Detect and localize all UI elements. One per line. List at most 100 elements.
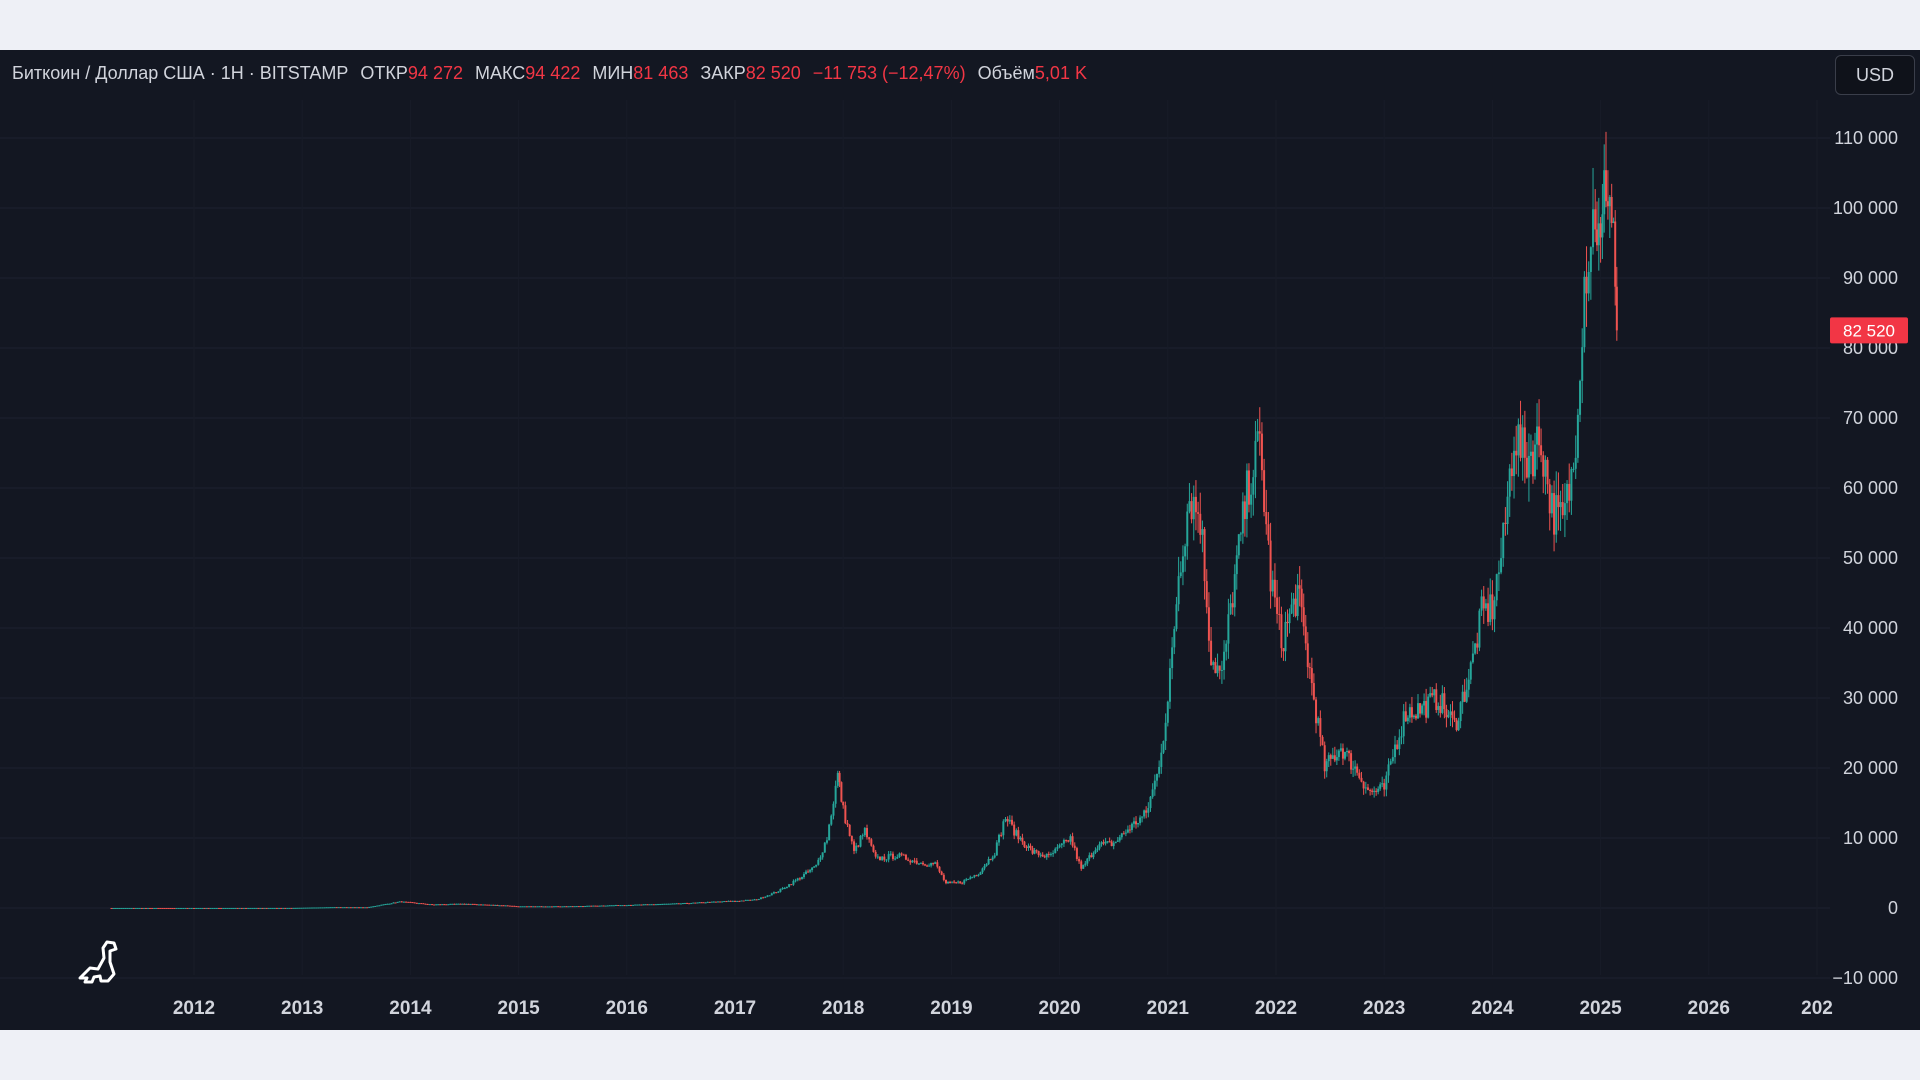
candle-body (1075, 848, 1078, 859)
candle-body (590, 905, 593, 907)
candle-body (1250, 494, 1253, 505)
candle-body (1366, 787, 1369, 790)
candle-body (627, 904, 630, 906)
candle-body (1278, 613, 1281, 615)
candle-body (1290, 604, 1293, 614)
candle-body (1441, 693, 1444, 713)
candle-body (484, 904, 487, 906)
candle-body (319, 907, 322, 909)
candle-body (386, 903, 389, 905)
candle-body (866, 828, 869, 838)
candle-body (1216, 665, 1219, 674)
time-axis: 2012 2013 2014 2015 2016 2017 2018 2019 2020 2021… (173, 998, 1833, 1019)
candle-body (548, 906, 551, 908)
candle-body (600, 905, 603, 907)
candle-body (1149, 796, 1152, 809)
candle-body (1227, 614, 1230, 644)
candle-body (594, 905, 597, 907)
candle-body (418, 903, 421, 905)
candle-body (1529, 451, 1532, 456)
candle-body (355, 907, 358, 909)
candle-body (271, 907, 274, 909)
candle-body (1177, 576, 1180, 605)
candle-body (138, 907, 141, 909)
candle-body (640, 904, 643, 906)
candle-body (550, 906, 553, 908)
candle-body (1110, 841, 1113, 847)
candle-body (555, 906, 558, 908)
candle-body (304, 907, 307, 909)
candle-body (913, 860, 916, 862)
candle-body (955, 882, 958, 884)
candle-body (142, 907, 145, 909)
candle-body (467, 903, 470, 905)
candle-body (471, 903, 474, 905)
candle-body (785, 886, 788, 889)
candle-body (199, 907, 202, 909)
candle-body (1606, 201, 1609, 207)
candle-body (1294, 598, 1297, 616)
candle-body (684, 902, 687, 904)
candle-body (197, 907, 200, 909)
candle-body (762, 897, 765, 899)
candle-body (461, 903, 464, 905)
time-tick-label: 2016 (606, 998, 648, 1019)
candle-body (809, 870, 812, 872)
candle-body (1369, 789, 1372, 791)
candle-body (380, 904, 383, 906)
candle-body (706, 901, 709, 903)
candle-body (343, 907, 346, 909)
candle-body (261, 907, 264, 909)
candle-body (240, 907, 243, 909)
candle-body (796, 878, 799, 881)
candle-body (575, 906, 578, 908)
symbol-title[interactable]: Биткоин / Доллар США · 1Н · BITSTAMP (12, 62, 349, 83)
candle-body (1489, 594, 1492, 622)
candle-body (1410, 707, 1413, 718)
candle-body (300, 907, 303, 909)
candle-body (273, 907, 276, 909)
currency-button[interactable]: USD (1835, 55, 1915, 95)
dino-logo-icon[interactable] (76, 938, 120, 986)
candle-body (1358, 772, 1361, 778)
candle-body (251, 907, 254, 909)
candle-body (1280, 614, 1283, 649)
candle-body (1241, 501, 1244, 534)
candle-body (1229, 603, 1232, 615)
candle-body (437, 904, 440, 906)
candle-body (360, 907, 363, 909)
candle-body (659, 904, 662, 906)
candle-body (989, 859, 992, 861)
candle-body (116, 907, 119, 909)
candle-body (1218, 665, 1221, 671)
time-tick-label: 2013 (281, 998, 323, 1019)
candle-body (1166, 701, 1169, 723)
candle-body (1408, 707, 1411, 718)
candle-body (688, 903, 691, 905)
candle-body (1538, 426, 1541, 446)
candle-body (716, 901, 719, 903)
candle-body (498, 905, 501, 907)
candle-body (130, 907, 133, 909)
candle-body (1098, 844, 1101, 849)
candle-body (1381, 783, 1384, 785)
candle-body (602, 905, 605, 907)
candle-body (1605, 170, 1608, 202)
candle-series (110, 131, 1618, 909)
candle-body (203, 907, 206, 909)
candle-body (1455, 719, 1458, 731)
candle-body (455, 903, 458, 905)
candle-body (1147, 808, 1150, 813)
candle-body (817, 859, 820, 865)
candle-body (1212, 662, 1215, 665)
candle-body (1137, 823, 1140, 825)
candle-body (294, 907, 297, 909)
candle-body (1377, 788, 1380, 792)
candle-body (902, 854, 905, 856)
candle-body (207, 907, 210, 909)
candle-body (392, 902, 395, 904)
candle-body (245, 907, 248, 909)
candle-body (1563, 503, 1566, 516)
candle-body (347, 907, 350, 909)
